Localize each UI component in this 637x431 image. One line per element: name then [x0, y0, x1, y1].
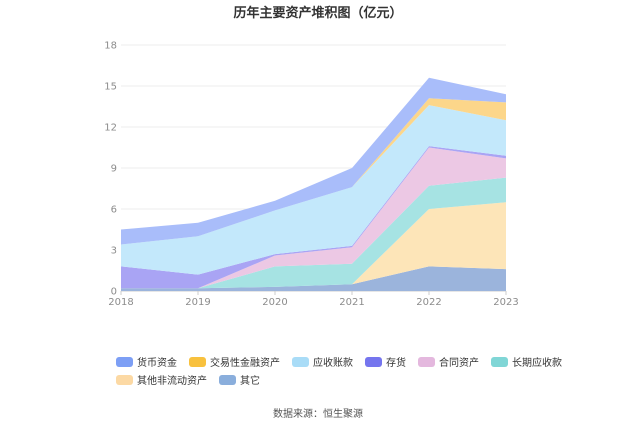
- area-series: [121, 105, 506, 275]
- legend-swatch: [490, 357, 508, 367]
- x-tick-label: 2018: [108, 297, 133, 308]
- legend-label: 存货: [386, 356, 406, 369]
- legend-swatch: [417, 357, 435, 367]
- x-tick-label: 2021: [339, 297, 364, 308]
- area-series: [121, 147, 506, 289]
- legend-swatch: [291, 357, 309, 367]
- legend-label: 合同资产: [439, 356, 479, 369]
- area-series: [121, 177, 506, 289]
- legend-label: 交易性金融资产: [210, 356, 280, 369]
- legend-swatch: [116, 375, 133, 385]
- y-tick-label: 18: [104, 41, 117, 52]
- x-axis: 2018 2019 2020 2021 2022 2023: [108, 291, 519, 308]
- x-tick-label: 2023: [493, 297, 518, 308]
- y-tick-label: 0: [111, 287, 117, 298]
- legend-swatch: [364, 357, 382, 367]
- x-tick-label: 2022: [416, 297, 441, 308]
- legend-swatch: [116, 357, 133, 367]
- x-tick-label: 2019: [185, 297, 210, 308]
- legend-swatch: [218, 375, 236, 385]
- x-tick-label: 2020: [262, 297, 287, 308]
- legend-swatch: [188, 357, 206, 367]
- y-tick-label: 12: [104, 123, 117, 134]
- y-tick-label: 6: [111, 205, 117, 216]
- legend-label: 应收账款: [313, 356, 353, 369]
- legend-label: 其他非流动资产: [137, 374, 207, 387]
- area-series: [121, 202, 506, 289]
- chart-title: 历年主要资产堆积图（亿元）: [233, 5, 402, 21]
- area-series: [121, 146, 506, 289]
- stacked-areas: [121, 77, 506, 291]
- legend-label: 货币资金: [137, 356, 177, 369]
- area-series: [121, 266, 506, 291]
- data-source: 数据来源：恒生聚源: [273, 407, 363, 420]
- legend-label: 其它: [240, 374, 260, 387]
- legend-label: 长期应收款: [512, 356, 562, 369]
- y-tick-label: 15: [104, 82, 117, 93]
- y-axis: 0 3 6 9 12 15 18: [104, 41, 117, 298]
- y-tick-label: 3: [111, 246, 117, 257]
- y-tick-label: 9: [111, 164, 117, 175]
- area-series: [121, 77, 506, 245]
